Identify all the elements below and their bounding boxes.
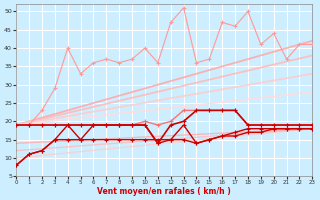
X-axis label: Vent moyen/en rafales ( km/h ): Vent moyen/en rafales ( km/h ): [97, 187, 231, 196]
